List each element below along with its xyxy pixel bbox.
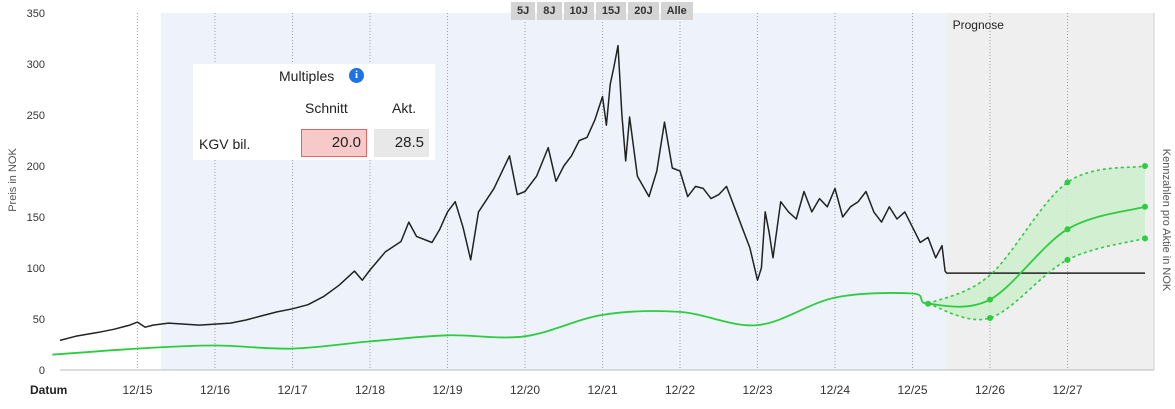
series-line-kgv-hoch (927, 165, 1146, 305)
info-icon[interactable]: i (349, 68, 364, 83)
series-line-kgv-tief (927, 237, 1146, 321)
forecast-band (928, 166, 1145, 320)
multiples-col-akt: Akt. (392, 100, 417, 116)
data-point (1064, 226, 1071, 233)
multiples-panel: Multiples i Schnitt Akt. KGV bil. 20.0 2… (193, 64, 435, 160)
data-point (1142, 203, 1148, 210)
multiples-value-schnitt: 20.0 (301, 129, 367, 157)
range-button-5j[interactable]: 5J (511, 2, 536, 20)
data-point (1064, 256, 1071, 263)
data-point (987, 296, 993, 303)
x-tick-label: 12/15 (122, 383, 152, 397)
x-tick-label: 12/20 (510, 383, 540, 397)
x-tick-label: 12/24 (820, 383, 850, 397)
y-tick-label: 250 (27, 110, 45, 122)
x-tick-label: 12/18 (355, 383, 385, 397)
x-tick-label: 12/17 (277, 383, 307, 397)
y-tick-label: 50 (33, 314, 45, 326)
x-tick-label: 12/26 (975, 383, 1005, 397)
range-button-20j[interactable]: 20J (628, 2, 659, 20)
x-axis-title: Datum (30, 383, 67, 397)
multiples-col-schnitt: Schnitt (305, 100, 348, 116)
data-point (987, 314, 993, 321)
x-tick-label: 12/19 (432, 383, 462, 397)
range-selector: 5J 8J 10J 15J 20J Alle (511, 2, 693, 20)
y-tick-label: 200 (27, 161, 45, 173)
range-button-10j[interactable]: 10J (563, 2, 594, 20)
x-tick-label: 12/16 (200, 383, 230, 397)
y-tick-label: 300 (27, 59, 45, 71)
y-tick-label: 350 (27, 8, 45, 20)
x-tick-label: 12/27 (1052, 383, 1082, 397)
forecast-label: Prognose (953, 18, 1005, 32)
x-tick-label: 12/22 (665, 383, 695, 397)
multiples-row-label: KGV bil. (199, 136, 251, 152)
range-button-alle[interactable]: Alle (660, 2, 693, 20)
multiples-title: Multiples (279, 68, 335, 84)
right-axis-title: Kennzahlen pro Aktie in NOK (1160, 149, 1172, 292)
x-tick-label: 12/23 (742, 383, 772, 397)
series-line-kgv (52, 205, 1146, 356)
data-point (1142, 163, 1148, 169)
y-tick-label: 100 (27, 263, 45, 275)
data-point (1064, 179, 1071, 186)
series-line-kurs (59, 44, 1145, 342)
y-axis-title: Preis in NOK (7, 148, 19, 212)
multiples-value-akt: 28.5 (374, 129, 429, 157)
x-tick-label: 12/25 (897, 383, 927, 397)
x-tick-label: 12/21 (587, 383, 617, 397)
data-point (925, 300, 931, 307)
data-point (1142, 235, 1148, 242)
y-tick-label: 150 (27, 212, 45, 224)
range-button-15j[interactable]: 15J (595, 2, 627, 20)
y-tick-label: 0 (39, 365, 45, 377)
range-button-8j[interactable]: 8J (537, 2, 562, 20)
